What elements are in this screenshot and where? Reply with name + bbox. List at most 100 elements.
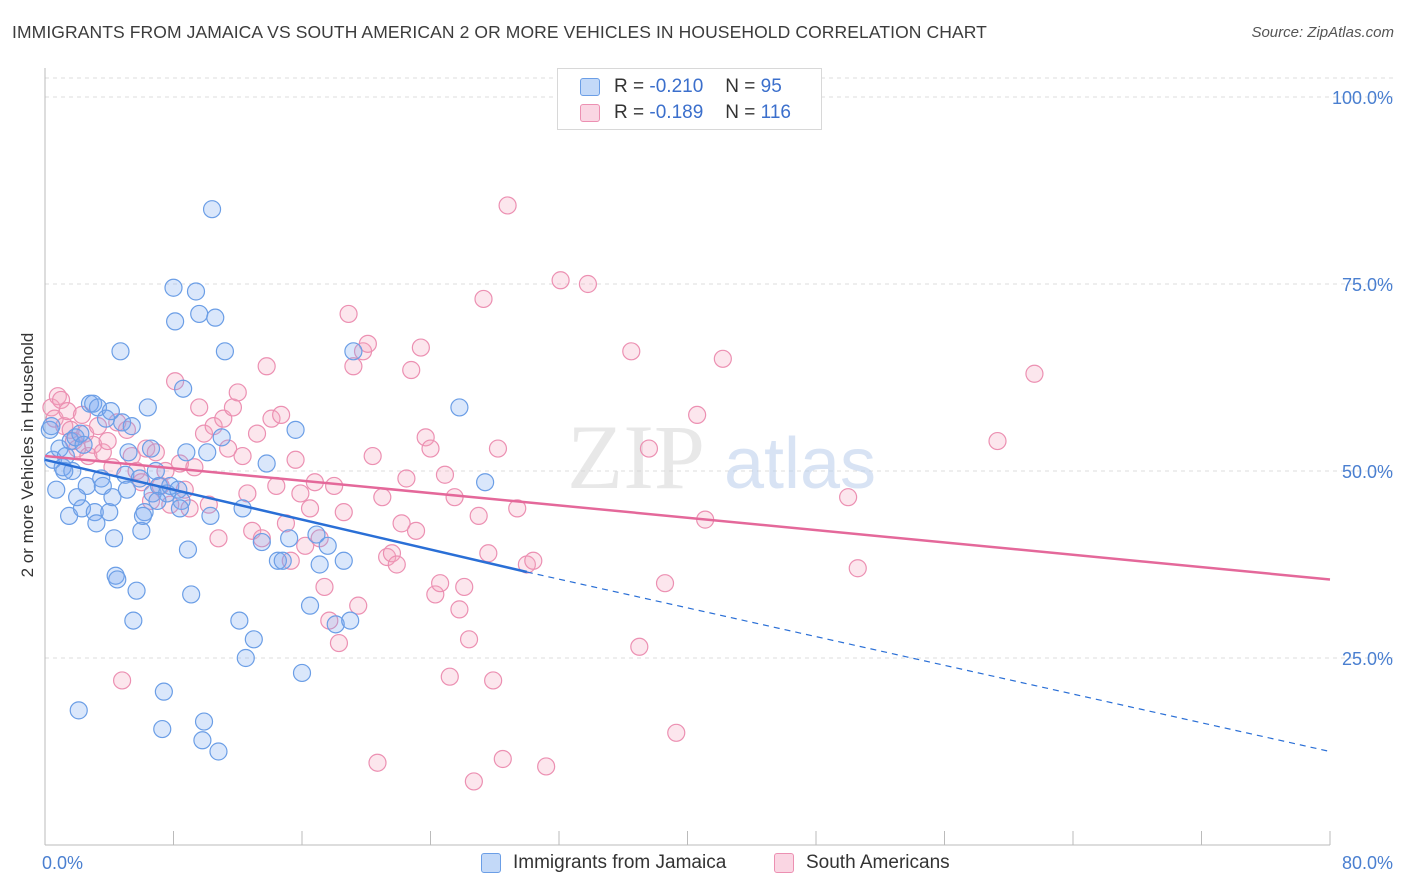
point-south-americans [209, 529, 228, 548]
legend-item-jamaica[interactable]: Immigrants from Jamaica [481, 852, 726, 874]
stats-row-jamaica: R = -0.210 N = 95 [580, 75, 782, 99]
point-south-americans [713, 349, 732, 368]
point-south-americans [508, 499, 527, 518]
legend-label: South Americans [806, 852, 950, 873]
point-jamaica [209, 742, 228, 761]
point-jamaica [215, 342, 234, 361]
point-jamaica [198, 443, 217, 462]
point-south-americans [455, 577, 474, 597]
point-jamaica [148, 491, 167, 511]
point-jamaica [190, 304, 209, 324]
point-jamaica [132, 521, 151, 540]
point-jamaica [87, 514, 106, 533]
point-jamaica [68, 488, 87, 507]
point-south-americans [141, 491, 161, 511]
point-south-americans [578, 274, 598, 294]
point-south-americans [524, 551, 543, 570]
point-jamaica [127, 581, 146, 600]
point-jamaica [273, 551, 292, 570]
point-jamaica [154, 682, 173, 701]
point-jamaica [108, 570, 127, 589]
point-jamaica [55, 461, 74, 481]
trend-line-jamaica [44, 458, 528, 574]
point-south-americans [469, 506, 488, 525]
point-jamaica [257, 454, 276, 473]
point-south-americans [84, 435, 103, 454]
source-label: Source: ZipAtlas.com [1251, 24, 1394, 41]
point-south-americans [194, 424, 214, 443]
n-label: N = [725, 76, 756, 97]
point-jamaica [280, 529, 299, 548]
point-south-americans [329, 633, 349, 653]
point-jamaica [450, 398, 469, 417]
trend-line-jamaica-extrapolated [526, 571, 1331, 753]
point-south-americans [688, 405, 707, 424]
point-south-americans [551, 271, 570, 290]
point-jamaica [104, 529, 124, 548]
point-south-americans [421, 439, 440, 458]
point-jamaica [230, 611, 249, 630]
point-jamaica [100, 503, 119, 522]
point-south-americans [479, 544, 498, 563]
point-jamaica [326, 615, 345, 634]
point-south-americans [349, 596, 368, 615]
point-south-americans [98, 431, 117, 451]
point-jamaica [252, 532, 271, 552]
point-south-americans [51, 390, 71, 410]
point-south-americans [257, 357, 276, 376]
point-jamaica [212, 428, 231, 447]
point-south-americans [402, 360, 421, 380]
point-jamaica [186, 282, 206, 301]
point-south-americans [387, 555, 406, 574]
point-south-americans [431, 574, 450, 593]
point-south-americans [262, 409, 281, 428]
y-tick-label: 50.0% [1342, 462, 1393, 482]
point-south-americans [464, 772, 483, 791]
point-jamaica [85, 503, 104, 522]
point-jamaica [111, 342, 130, 361]
point-south-americans [315, 577, 334, 597]
r-label: R = [614, 76, 645, 97]
trend-line-south-americans [44, 454, 1331, 581]
point-jamaica [69, 701, 88, 720]
legend-label: Immigrants from Jamaica [513, 852, 727, 873]
point-south-americans [848, 559, 867, 578]
point-jamaica [164, 278, 183, 297]
point-south-americans [272, 405, 291, 424]
point-south-americans [426, 585, 445, 604]
point-south-americans [493, 749, 512, 769]
point-jamaica [178, 540, 198, 559]
tick-labels: 100.0% 75.0% 50.0% 25.0% 0.0% 80.0% [42, 88, 1393, 873]
point-jamaica [206, 308, 225, 327]
point-jamaica [292, 663, 312, 683]
point-south-americans [1025, 364, 1044, 383]
legend-item-south-americans[interactable]: South Americans [774, 852, 950, 874]
point-south-americans [373, 488, 392, 507]
point-jamaica [341, 611, 360, 630]
y-tick-label: 25.0% [1342, 649, 1393, 669]
point-jamaica [122, 417, 141, 436]
point-south-americans [435, 465, 455, 484]
series-legend: Immigrants from Jamaica South Americans [0, 852, 1406, 878]
point-south-americans [286, 450, 305, 469]
point-jamaica [119, 443, 138, 462]
series-immigrants-from-jamaica [40, 200, 495, 761]
point-jamaica [201, 506, 220, 525]
point-jamaica [286, 420, 305, 439]
point-south-americans [219, 439, 238, 458]
point-south-americans [488, 439, 508, 458]
point-south-americans [416, 428, 435, 447]
point-south-americans [459, 630, 479, 649]
point-south-americans [397, 469, 416, 488]
watermark-atlas: atlas [724, 424, 876, 504]
y-tick-label: 100.0% [1332, 88, 1393, 108]
point-jamaica [174, 379, 193, 398]
point-south-americans [325, 476, 344, 496]
r-value: -0.189 [649, 102, 704, 123]
point-jamaica [166, 312, 185, 331]
trend-lines [44, 454, 1331, 753]
r-value: -0.210 [649, 76, 704, 97]
point-jamaica [193, 731, 212, 750]
point-south-americans [484, 671, 503, 690]
